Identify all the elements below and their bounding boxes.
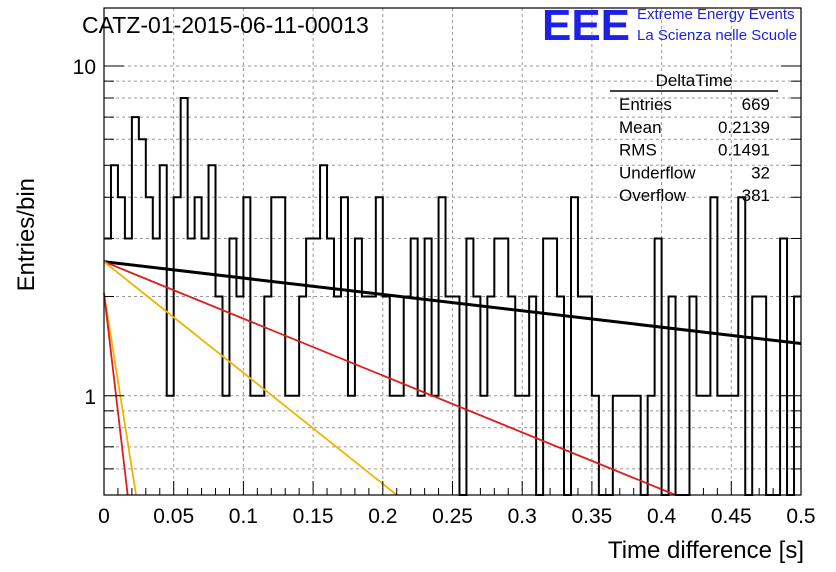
fit-curves bbox=[103, 260, 802, 496]
fit-curve bbox=[103, 292, 129, 496]
x-tick-label: 0.25 bbox=[432, 505, 473, 528]
stats-box: DeltaTime Entries 669 Mean 0.2139 RMS 0.1491 U… bbox=[610, 71, 778, 205]
x-tick-label: 0.3 bbox=[508, 505, 537, 528]
stats-title: DeltaTime bbox=[656, 71, 733, 90]
stats-value: 32 bbox=[751, 163, 770, 182]
x-tick-label: 0.15 bbox=[293, 505, 334, 528]
x-tick-label: 0.35 bbox=[571, 505, 612, 528]
histogram-series bbox=[104, 97, 801, 496]
x-tick-label: 0.45 bbox=[711, 505, 752, 528]
fit-curve bbox=[103, 260, 676, 496]
fit-curve bbox=[103, 261, 398, 496]
y-tick-label: 1 bbox=[84, 386, 96, 409]
axis-ticks: 0 0.05 0.1 0.15 0.2 0.25 0.3 0.35 0.4 0.45 0.5 1 10 bbox=[73, 56, 816, 528]
stats-value: 0.1491 bbox=[718, 141, 770, 160]
chart-title: CATZ-01-2015-06-11-00013 bbox=[82, 12, 369, 38]
stats-label: RMS bbox=[619, 141, 657, 160]
y-axis-label: Entries/bin bbox=[13, 178, 40, 291]
stats-value: 0.2139 bbox=[718, 118, 770, 137]
logo-line-2: La Scienza nelle Scuole bbox=[637, 27, 797, 44]
x-axis-label: Time difference [s] bbox=[608, 537, 804, 564]
x-tick-label: 0.4 bbox=[647, 505, 677, 528]
fit-curve bbox=[103, 260, 802, 346]
stats-label: Entries bbox=[619, 95, 672, 114]
x-tick-label: 0.1 bbox=[229, 505, 258, 528]
eee-logo: EEE bbox=[542, 1, 630, 50]
logo-line-1: Extreme Energy Events bbox=[637, 6, 795, 23]
fit-curve bbox=[103, 292, 137, 496]
x-tick-label: 0.2 bbox=[368, 505, 397, 528]
stats-label: Overflow bbox=[619, 186, 687, 205]
y-tick-label: 10 bbox=[73, 56, 96, 79]
stats-value: 381 bbox=[742, 186, 770, 205]
x-tick-label: 0 bbox=[98, 505, 110, 528]
x-tick-label: 0.5 bbox=[786, 505, 815, 528]
stats-value: 669 bbox=[742, 95, 770, 114]
stats-label: Underflow bbox=[619, 163, 696, 182]
x-tick-label: 0.05 bbox=[153, 505, 194, 528]
stats-label: Mean bbox=[619, 118, 662, 137]
histogram-line bbox=[104, 97, 801, 496]
